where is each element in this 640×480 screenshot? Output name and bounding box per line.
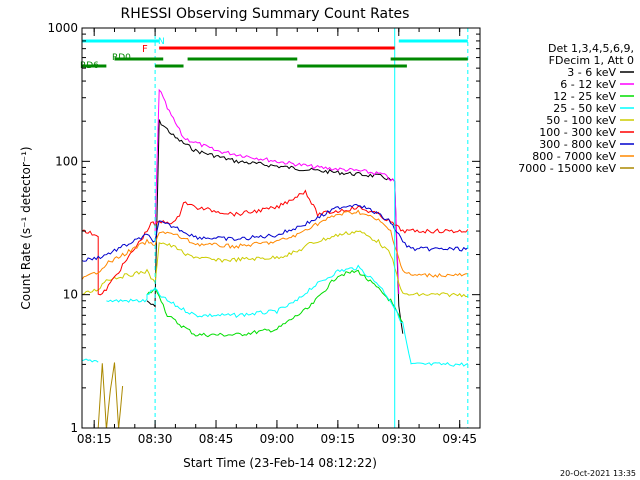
series-line-100-300-kev [82,189,469,296]
y-tick-label: 10 [63,288,78,302]
series-line-25-50-kev [82,264,469,367]
series-line-300-800-kev [82,203,469,262]
state-label-f: F [142,44,148,55]
series-line-7000-15000-kev [97,362,124,428]
x-tick-label: 08:15 [77,432,112,446]
legend-header: FDecim 1, Att 0 [549,54,634,67]
legend-entry-label: 12 - 25 keV [553,90,616,103]
legend-entry-label: 50 - 100 keV [546,114,616,127]
x-tick-label: 08:30 [138,432,173,446]
x-tick-label: 08:45 [199,432,234,446]
legend-entry-label: 800 - 7000 keV [532,150,616,163]
legend-header: Det 1,3,4,5,6,9, [548,42,634,55]
x-tick-label: 09:45 [442,432,477,446]
x-axis-label: Start Time (23-Feb-14 08:12:22) [183,456,377,470]
legend-entry-label: 300 - 800 keV [539,138,616,151]
axes: 1 10 100 1000 08:15 08:30 08:45 09:00 09:15 09:30… [47,21,481,446]
legend-entry-label: 100 - 300 keV [539,126,616,139]
chart-title: RHESSI Observing Summary Count Rates [121,6,410,22]
plot-frame [81,27,481,429]
legend-entry-label: 6 - 12 keV [560,78,616,91]
footer-timestamp: 20-Oct-2021 13:35 [560,469,636,478]
legend-entry-label: 25 - 50 keV [553,102,616,115]
series-line-800-7000-kev [82,209,468,280]
legend-entry-label: 3 - 6 keV [567,66,616,79]
y-tick-label: 1000 [47,21,78,35]
series-line-6-12-kev [154,88,400,295]
state-label-n: N [158,37,165,47]
x-tick-label: 09:30 [381,432,416,446]
plot-area: NF RD0 RD6 [80,28,469,428]
x-tick-label: 09:00 [260,432,295,446]
series-line-50-100-kev [82,230,468,298]
state-label-rd0: RD0 [112,53,131,63]
series-line-12-25-kev [146,269,404,338]
legend-entry-label: 7000 - 15000 keV [518,162,616,175]
y-tick-label: 1 [70,421,78,435]
y-axis-label: Count Rate (s⁻¹ detector⁻¹) [19,146,33,309]
x-tick-label: 09:15 [321,432,356,446]
series-line-3-6-kev [146,119,404,334]
y-tick-label: 100 [55,154,78,168]
legend: Det 1,3,4,5,6,9,FDecim 1, Att 03 - 6 keV… [518,42,634,175]
state-label-rd6: RD6 [80,61,99,71]
